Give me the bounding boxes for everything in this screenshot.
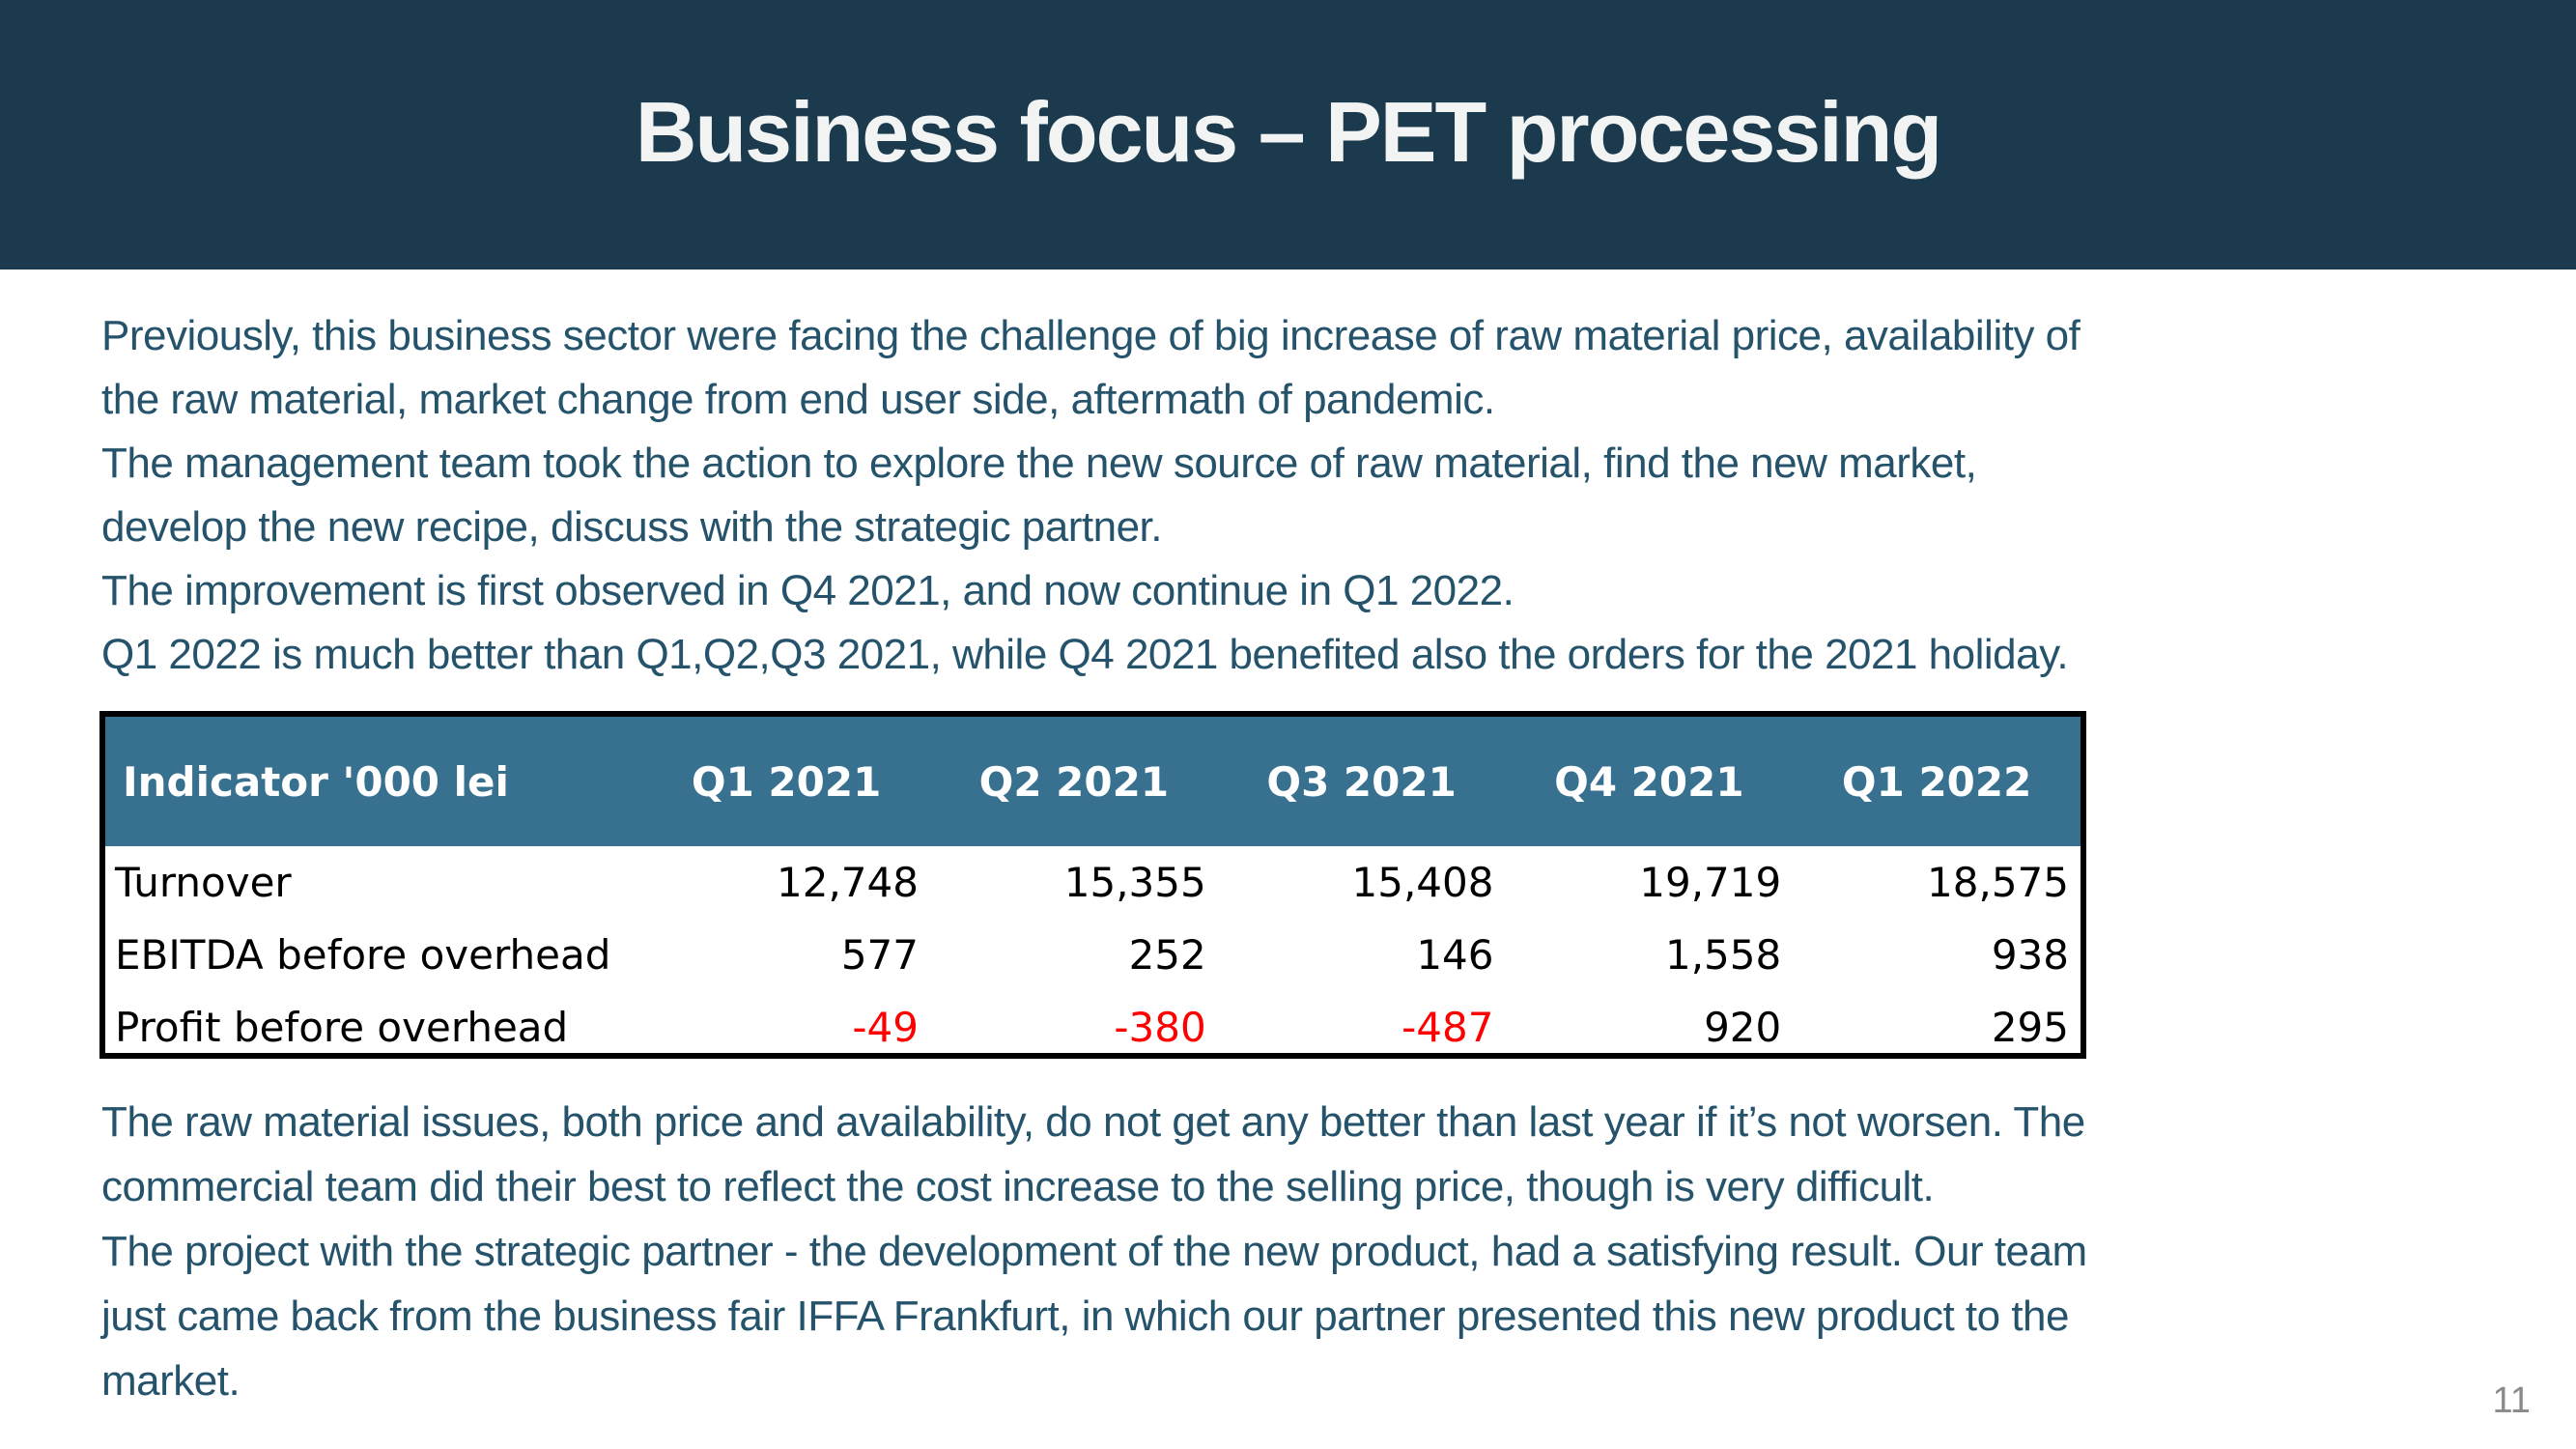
cell-value: 19,719 (1639, 859, 1782, 906)
slide-title: Business focus – PET processing (635, 83, 1942, 180)
row-label: Turnover (115, 859, 292, 906)
cell-value: 920 (1704, 1004, 1782, 1051)
page-number: 11 (2492, 1380, 2531, 1421)
cell-value: 12,748 (777, 859, 919, 906)
row-label: EBITDA before overhead (115, 931, 611, 979)
intro-line: Q1 2022 is much better than Q1,Q2,Q3 202… (101, 631, 2069, 678)
outro-line: commercial team did their best to reflec… (101, 1163, 1935, 1210)
cell-value: 1,558 (1664, 931, 1782, 979)
table-row-turnover: Turnover 12,748 15,355 15,408 19,719 18,… (105, 846, 2081, 919)
intro-line: Previously, this business sector were fa… (101, 312, 2081, 359)
outro-line: just came back from the business fair IF… (101, 1293, 2069, 1340)
cell-value: -487 (1401, 1004, 1494, 1051)
cell-value: 15,408 (1351, 859, 1494, 906)
outro-line: The raw material issues, both price and … (101, 1098, 2085, 1146)
cell-value: 15,355 (1063, 859, 1206, 906)
intro-line: the raw material, market change from end… (101, 376, 1495, 423)
table-row-ebitda: EBITDA before overhead 577 252 146 1,558… (105, 919, 2081, 991)
cell-value: 18,575 (1927, 859, 2069, 906)
table-header-indicator: Indicator '000 lei (105, 717, 643, 846)
cell-value: -380 (1114, 1004, 1206, 1051)
cell-value: 938 (1991, 931, 2069, 979)
intro-line: The management team took the action to e… (101, 440, 1977, 487)
outro-paragraphs: The raw material issues, both price and … (101, 1090, 2087, 1413)
table-header-q1-2022: Q1 2022 (1793, 717, 2081, 846)
cell-value: 295 (1991, 1004, 2069, 1051)
outro-line: market. (101, 1357, 241, 1405)
cell-value: 146 (1416, 931, 1494, 979)
intro-line: develop the new recipe, discuss with the… (101, 503, 1163, 551)
table-header-q1-2021: Q1 2021 (642, 717, 930, 846)
table-row-profit: Profit before overhead -49 -380 -487 920… (105, 991, 2081, 1064)
table-header-q2-2021: Q2 2021 (929, 717, 1218, 846)
table-header-q3-2021: Q3 2021 (1217, 717, 1506, 846)
intro-paragraphs: Previously, this business sector were fa… (101, 304, 2081, 687)
cell-value: 577 (840, 931, 919, 979)
financial-indicators-table: Indicator '000 lei Q1 2021 Q2 2021 Q3 20… (99, 711, 2086, 1059)
cell-value: 252 (1128, 931, 1206, 979)
table-header-row: Indicator '000 lei Q1 2021 Q2 2021 Q3 20… (105, 717, 2081, 846)
slide-header-banner: Business focus – PET processing (0, 0, 2576, 270)
outro-line: The project with the strategic partner -… (101, 1228, 2087, 1275)
table-header-q4-2021: Q4 2021 (1505, 717, 1794, 846)
row-label: Profit before overhead (115, 1004, 569, 1051)
intro-line: The improvement is first observed in Q4 … (101, 567, 1514, 614)
cell-value: -49 (852, 1004, 919, 1051)
